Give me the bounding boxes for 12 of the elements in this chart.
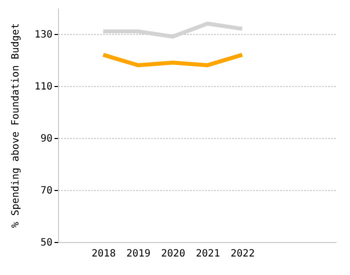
x-tick-label: 2019 <box>126 248 150 260</box>
x-tick-label: 2020 <box>161 248 186 260</box>
x-tick-label: 2021 <box>196 248 220 260</box>
y-tick-label: 90 <box>40 134 52 144</box>
y-tick-label: 130 <box>34 30 52 40</box>
y-axis-title: % Spending above Foundation Budget <box>10 23 22 228</box>
y-tick-label: 50 <box>40 238 52 248</box>
y-tick-label: 70 <box>40 186 52 196</box>
line-series <box>101 22 244 39</box>
x-tick-label: 2018 <box>92 248 116 260</box>
x-tick-label: 2022 <box>230 248 255 260</box>
y-tick-label: 110 <box>34 82 52 92</box>
